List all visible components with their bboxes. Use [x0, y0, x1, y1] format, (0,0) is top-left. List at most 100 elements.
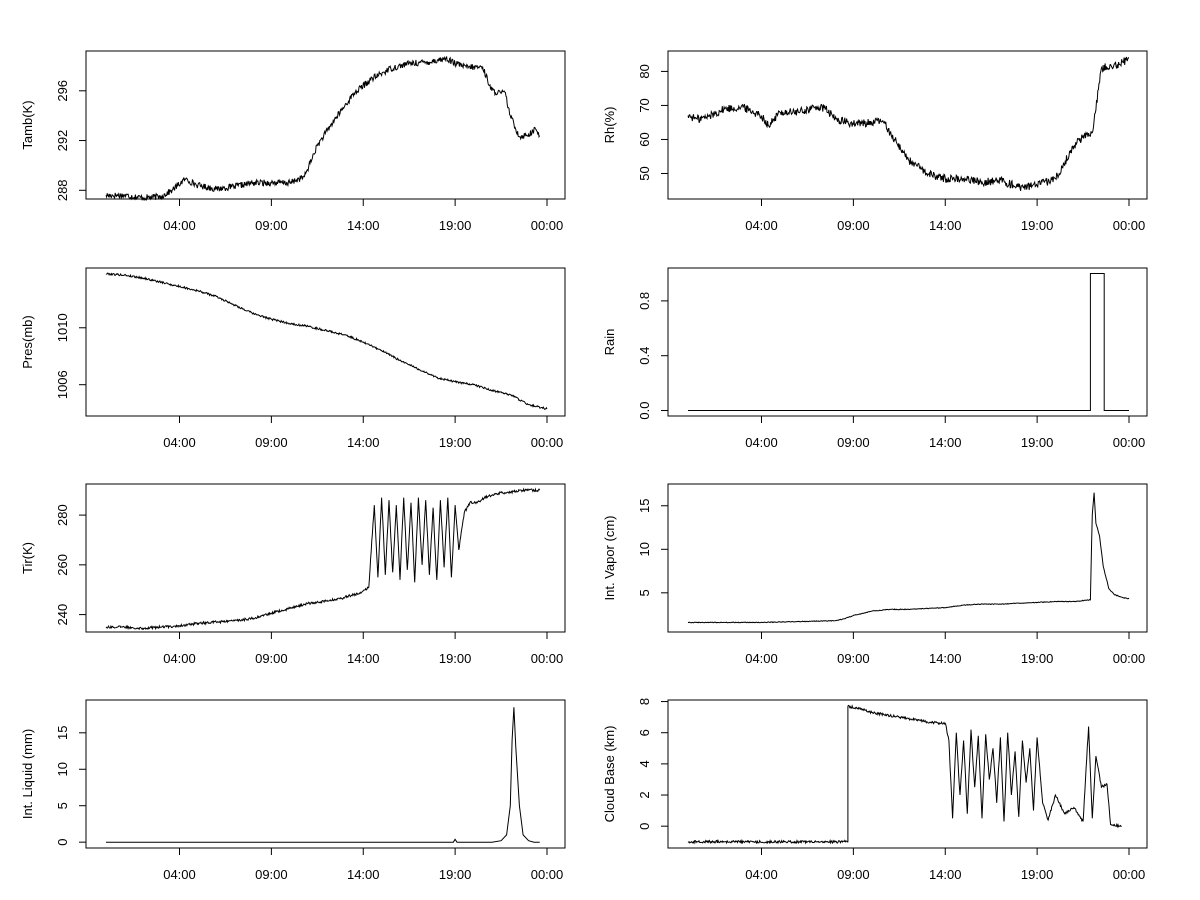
x-tick-label: 00:00	[1113, 651, 1146, 666]
y-tick-label: 2	[637, 791, 652, 798]
x-tick-label: 14:00	[347, 218, 380, 233]
y-tick-label: 10	[637, 542, 652, 556]
y-axis-label: Int. Liquid (mm)	[20, 729, 35, 819]
y-tick-label: 15	[637, 499, 652, 513]
chart-panel-3: 04:00 09:00 14:00 19:00 00:00 1006 1010 Pres(mb…	[20, 267, 566, 450]
y-tick-label: 296	[55, 80, 70, 102]
y-tick-label: 70	[637, 98, 652, 112]
x-tick-label: 09:00	[837, 651, 870, 666]
x-tick-label: 00:00	[1113, 867, 1146, 882]
x-tick-label: 14:00	[929, 867, 962, 882]
x-tick-label: 00:00	[531, 435, 564, 450]
x-tick-label: 04:00	[163, 435, 196, 450]
series-line	[687, 492, 1130, 624]
y-axis-label: Tir(K)	[20, 542, 35, 574]
y-tick-label: 0.0	[637, 401, 652, 419]
y-tick-label: 6	[637, 729, 652, 736]
x-tick-label: 09:00	[255, 651, 288, 666]
y-tick-label: 4	[637, 760, 652, 767]
x-tick-label: 09:00	[255, 867, 288, 882]
y-tick-label: 50	[637, 166, 652, 180]
y-axis-label: Tamb(K)	[20, 100, 35, 149]
y-axis-label: Cloud Base (km)	[602, 726, 617, 823]
plot-frame	[85, 483, 566, 633]
plot-frame	[85, 267, 566, 417]
chart-panel-7: 04:00 09:00 14:00 19:00 00:00 0 5 10 15 Int. Liqu…	[20, 699, 566, 882]
x-tick-label: 19:00	[1021, 651, 1054, 666]
plot-frame	[85, 699, 566, 849]
y-tick-label: 8	[637, 698, 652, 705]
y-tick-label: 240	[55, 604, 70, 626]
y-axis-label: Rh(%)	[602, 107, 617, 144]
y-tick-label: 15	[55, 726, 70, 740]
x-tick-label: 19:00	[1021, 218, 1054, 233]
plot-frame	[667, 483, 1148, 633]
y-tick-label: 0.8	[637, 292, 652, 310]
plot-frame	[667, 699, 1148, 849]
x-tick-label: 04:00	[745, 651, 778, 666]
x-tick-label: 14:00	[347, 867, 380, 882]
chart-panel-4: 04:00 09:00 14:00 19:00 00:00 0.0 0.4 0.8 Rain	[602, 267, 1148, 450]
x-tick-label: 04:00	[163, 867, 196, 882]
y-tick-label: 10	[55, 762, 70, 776]
x-tick-label: 09:00	[255, 218, 288, 233]
y-tick-label: 5	[55, 802, 70, 809]
x-tick-label: 04:00	[163, 651, 196, 666]
x-tick-label: 19:00	[439, 218, 472, 233]
x-tick-label: 04:00	[745, 435, 778, 450]
y-tick-label: 0.4	[637, 347, 652, 365]
y-tick-label: 260	[55, 554, 70, 576]
plot-frame	[85, 50, 566, 200]
x-tick-label: 09:00	[837, 867, 870, 882]
y-tick-label: 1006	[55, 370, 70, 399]
chart-panel-1: 04:00 09:00 14:00 19:00 00:00 288 292 296 Tamb(K…	[20, 50, 566, 233]
y-tick-label: 5	[637, 589, 652, 596]
x-tick-label: 19:00	[1021, 867, 1054, 882]
chart-panel-6: 04:00 09:00 14:00 19:00 00:00 5 10 15 Int. Vapor…	[602, 483, 1148, 666]
series-line	[105, 55, 541, 201]
x-tick-label: 19:00	[439, 867, 472, 882]
x-tick-label: 04:00	[745, 218, 778, 233]
x-tick-label: 00:00	[531, 867, 564, 882]
chart-panel-8: 04:00 09:00 14:00 19:00 00:00 0 2 4 6 8 Cloud Base…	[602, 698, 1148, 882]
x-tick-label: 00:00	[1113, 218, 1146, 233]
y-tick-label: 80	[637, 64, 652, 78]
x-tick-label: 04:00	[745, 867, 778, 882]
chart-panel-2: 04:00 09:00 14:00 19:00 00:00 50 60 70 80 Rh(%)	[602, 50, 1148, 233]
y-tick-label: 0	[55, 839, 70, 846]
plot-frame	[667, 267, 1148, 417]
series-line	[687, 56, 1129, 191]
x-tick-label: 14:00	[929, 218, 962, 233]
x-tick-label: 09:00	[837, 218, 870, 233]
series-line	[105, 487, 541, 631]
chart-panel-5: 04:00 09:00 14:00 19:00 00:00 240 260 280 Tir(K)	[20, 483, 566, 666]
x-tick-label: 09:00	[837, 435, 870, 450]
y-tick-label: 0	[637, 823, 652, 830]
x-tick-label: 04:00	[163, 218, 196, 233]
x-tick-label: 09:00	[255, 435, 288, 450]
x-tick-label: 19:00	[439, 435, 472, 450]
x-tick-label: 19:00	[439, 651, 472, 666]
series-line	[687, 704, 1122, 845]
y-tick-label: 292	[55, 130, 70, 152]
x-tick-label: 00:00	[531, 218, 564, 233]
x-tick-label: 00:00	[1113, 435, 1146, 450]
x-tick-label: 00:00	[531, 651, 564, 666]
series-line	[688, 273, 1129, 411]
y-tick-label: 60	[637, 132, 652, 146]
y-tick-label: 1010	[55, 313, 70, 342]
x-tick-label: 19:00	[1021, 435, 1054, 450]
x-tick-label: 14:00	[347, 651, 380, 666]
series-line	[105, 272, 548, 410]
y-axis-label: Int. Vapor (cm)	[602, 515, 617, 600]
x-tick-label: 14:00	[347, 435, 380, 450]
y-tick-label: 280	[55, 504, 70, 526]
x-tick-label: 14:00	[929, 651, 962, 666]
series-line	[106, 707, 540, 843]
x-tick-label: 14:00	[929, 435, 962, 450]
plot-frame	[667, 50, 1148, 200]
y-axis-label: Pres(mb)	[20, 315, 35, 368]
y-axis-label: Rain	[602, 329, 617, 356]
y-tick-label: 288	[55, 179, 70, 201]
